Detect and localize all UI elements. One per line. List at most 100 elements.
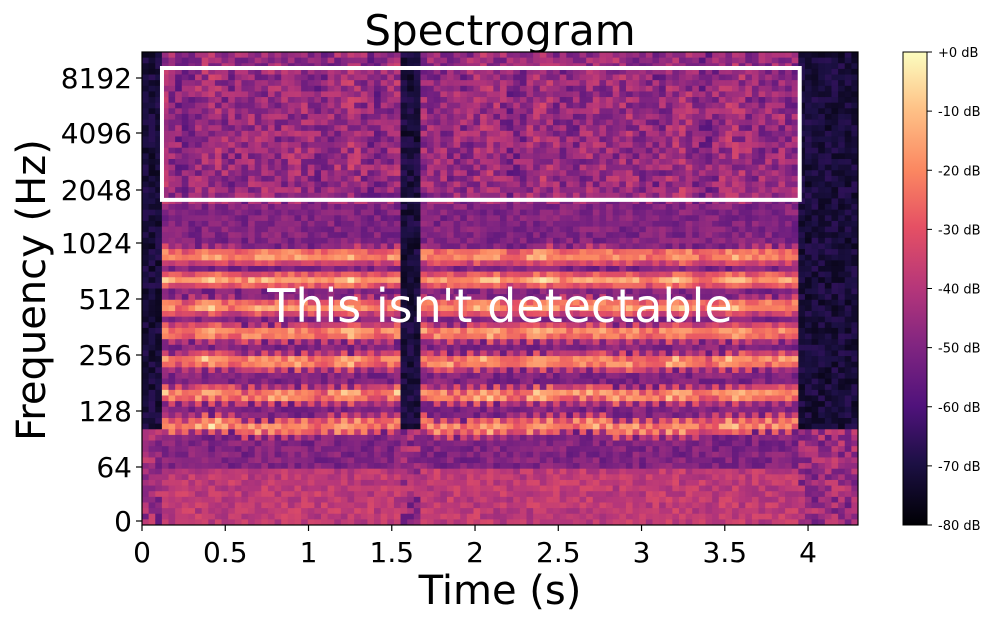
heatmap-cell	[168, 316, 176, 323]
heatmap-cell	[460, 423, 468, 430]
heatmap-cell	[334, 187, 342, 194]
heatmap-cell	[221, 260, 229, 267]
heatmap-cell	[493, 446, 501, 453]
heatmap-cell	[493, 215, 501, 222]
heatmap-cell	[254, 519, 262, 526]
heatmap-cell	[281, 367, 289, 374]
heatmap-cell	[413, 350, 421, 357]
heatmap-cell	[480, 97, 488, 104]
heatmap-cell	[367, 299, 375, 306]
heatmap-cell	[374, 147, 382, 154]
heatmap-cell	[248, 282, 256, 289]
heatmap-cell	[354, 463, 362, 470]
heatmap-cell	[393, 192, 401, 199]
heatmap-cell	[347, 187, 355, 194]
heatmap-cell	[433, 68, 441, 75]
heatmap-cell	[248, 204, 256, 211]
heatmap-cell	[480, 249, 488, 256]
heatmap-cell	[228, 147, 236, 154]
heatmap-cell	[433, 181, 441, 188]
heatmap-cell	[175, 249, 183, 256]
heatmap-cell	[453, 491, 461, 498]
heatmap-cell	[526, 52, 534, 59]
heatmap-cell	[506, 361, 514, 368]
heatmap-cell	[208, 80, 216, 87]
heatmap-cell	[208, 367, 216, 374]
heatmap-cell	[142, 91, 150, 98]
heatmap-cell	[188, 249, 196, 256]
heatmap-cell	[433, 170, 441, 177]
heatmap-cell	[460, 384, 468, 391]
heatmap-cell	[460, 463, 468, 470]
heatmap-cell	[241, 68, 249, 75]
heatmap-cell	[334, 91, 342, 98]
heatmap-cell	[413, 429, 421, 436]
heatmap-cell	[155, 204, 163, 211]
heatmap-cell	[427, 97, 435, 104]
heatmap-cell	[360, 125, 368, 132]
heatmap-cell	[267, 513, 275, 520]
heatmap-cell	[413, 220, 421, 227]
heatmap-cell	[460, 502, 468, 509]
heatmap-cell	[195, 305, 203, 312]
heatmap-cell	[248, 367, 256, 374]
heatmap-cell	[413, 463, 421, 470]
heatmap-cell	[400, 333, 408, 340]
heatmap-cell	[321, 181, 329, 188]
heatmap-cell	[181, 181, 189, 188]
heatmap-cell	[460, 249, 468, 256]
heatmap-cell	[480, 164, 488, 171]
heatmap-cell	[261, 85, 269, 92]
heatmap-cell	[480, 305, 488, 312]
heatmap-cell	[460, 356, 468, 363]
heatmap-cell	[506, 350, 514, 357]
heatmap-cell	[241, 350, 249, 357]
heatmap-cell	[267, 372, 275, 379]
heatmap-cell	[493, 401, 501, 408]
heatmap-cell	[208, 508, 216, 515]
heatmap-cell	[519, 356, 527, 363]
heatmap-cell	[466, 513, 474, 520]
heatmap-cell	[241, 311, 249, 318]
heatmap-cell	[181, 513, 189, 520]
heatmap-cell	[228, 187, 236, 194]
heatmap-cell	[321, 474, 329, 481]
heatmap-cell	[533, 57, 541, 64]
heatmap-cell	[360, 423, 368, 430]
heatmap-cell	[473, 322, 481, 329]
heatmap-cell	[188, 395, 196, 402]
heatmap-cell	[519, 384, 527, 391]
heatmap-cell	[453, 68, 461, 75]
heatmap-cell	[433, 406, 441, 413]
heatmap-cell	[420, 113, 428, 120]
heatmap-cell	[420, 260, 428, 267]
heatmap-cell	[387, 158, 395, 166]
heatmap-cell	[420, 164, 428, 171]
heatmap-cell	[294, 80, 302, 87]
heatmap-cell	[314, 130, 322, 137]
heatmap-cell	[214, 412, 222, 419]
heatmap-cell	[360, 446, 368, 453]
heatmap-cell	[314, 113, 322, 120]
heatmap-cell	[413, 513, 421, 520]
heatmap-cell	[195, 384, 203, 391]
heatmap-cell	[267, 158, 275, 166]
heatmap-cell	[460, 282, 468, 289]
heatmap-cell	[168, 406, 176, 413]
heatmap-cell	[354, 322, 362, 329]
heatmap-cell	[168, 282, 176, 289]
heatmap-cell	[393, 491, 401, 498]
heatmap-cell	[148, 74, 156, 81]
heatmap-cell	[506, 384, 514, 391]
heatmap-cell	[334, 299, 342, 306]
heatmap-cell	[234, 423, 242, 430]
heatmap-cell	[281, 97, 289, 104]
heatmap-cell	[347, 215, 355, 222]
heatmap-cell	[393, 372, 401, 379]
heatmap-cell	[526, 305, 534, 312]
heatmap-cell	[493, 367, 501, 374]
heatmap-cell	[234, 97, 242, 104]
heatmap-cell	[321, 485, 329, 492]
heatmap-cell	[195, 209, 203, 216]
heatmap-cell	[340, 220, 348, 227]
